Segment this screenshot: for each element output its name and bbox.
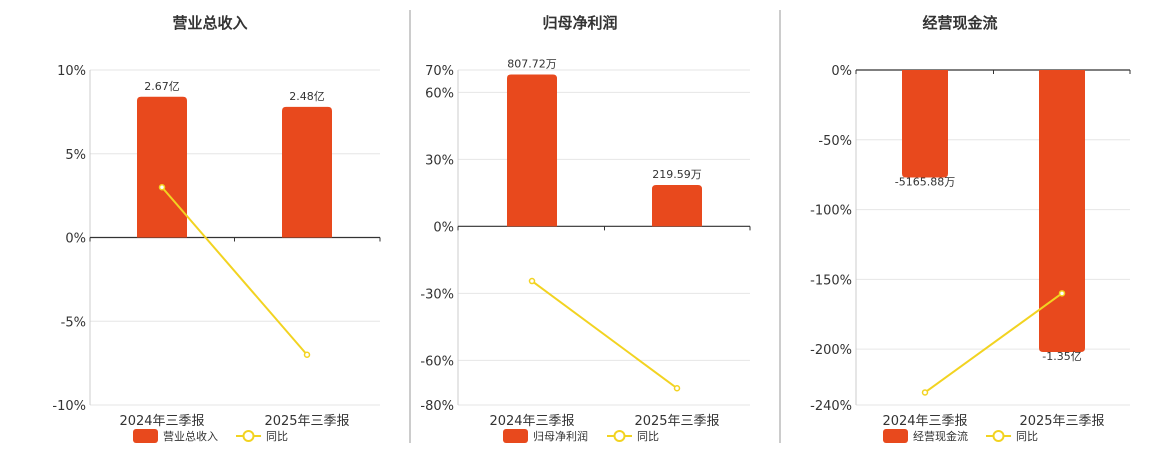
y-tick-label: 0% bbox=[433, 220, 454, 235]
y-tick-label: -80% bbox=[420, 399, 454, 414]
legend-bar-swatch bbox=[883, 429, 908, 443]
legend-bar-label: 经营现金流 bbox=[913, 429, 968, 443]
y-tick-label: -5% bbox=[61, 315, 86, 330]
legend-bar-label: 归母净利润 bbox=[533, 429, 588, 443]
bar-data-label: 219.59万 bbox=[652, 168, 702, 181]
yoy-line bbox=[924, 292, 1063, 394]
bar bbox=[902, 70, 948, 178]
legend-line-label: 同比 bbox=[1016, 430, 1038, 443]
chart-title: 归母净利润 bbox=[542, 14, 617, 32]
y-tick-label: 0% bbox=[831, 64, 852, 79]
legend-line-label: 同比 bbox=[266, 430, 288, 443]
bar bbox=[507, 74, 557, 227]
y-tick-label: 5% bbox=[65, 148, 86, 163]
x-tick-label: 2025年三季报 bbox=[1019, 414, 1104, 429]
bar-data-label: -1.35亿 bbox=[1042, 350, 1081, 363]
bar-data-label: 2.48亿 bbox=[289, 90, 325, 103]
y-tick-label: 60% bbox=[425, 86, 454, 101]
chart-panel-2: 归母净利润 70% 60% 30% 0% -30% -60% -80% 807.72万 219.5… bbox=[420, 14, 751, 443]
y-tick-label: -150% bbox=[810, 273, 852, 288]
y-tick-label: -30% bbox=[420, 287, 454, 302]
yoy-point bbox=[303, 351, 311, 358]
legend-line-marker bbox=[992, 430, 1005, 442]
legend-bar-swatch bbox=[503, 429, 528, 443]
bar bbox=[282, 106, 332, 238]
y-tick-label: -10% bbox=[52, 399, 86, 414]
bar-data-label: 2.67亿 bbox=[144, 80, 180, 93]
chart-title: 经营现金流 bbox=[922, 14, 997, 32]
y-tick-label: 10% bbox=[57, 64, 86, 79]
y-tick-label: -240% bbox=[810, 399, 852, 414]
y-tick-label: -60% bbox=[420, 354, 454, 369]
bar bbox=[137, 96, 187, 238]
y-tick-label: 30% bbox=[425, 153, 454, 168]
bar-data-label: 807.72万 bbox=[507, 57, 557, 70]
yoy-point bbox=[673, 385, 681, 392]
yoy-line bbox=[531, 280, 678, 390]
x-tick-label: 2024年三季报 bbox=[489, 414, 574, 429]
yoy-point bbox=[1058, 290, 1066, 297]
bar bbox=[1039, 70, 1085, 352]
y-tick-label: 0% bbox=[65, 232, 86, 247]
legend-bar-label: 营业总收入 bbox=[163, 429, 218, 443]
yoy-point bbox=[921, 389, 929, 396]
bar-data-label: -5165.88万 bbox=[895, 175, 955, 188]
chart-panel-1: 营业总收入 10% 5% 0% -5% -10% 2.67亿 2.48亿 2024年三季报 202… bbox=[52, 14, 381, 443]
chart-title: 营业总收入 bbox=[172, 14, 247, 32]
legend-bar-swatch bbox=[133, 429, 158, 443]
y-tick-label: -100% bbox=[810, 204, 852, 219]
bar bbox=[652, 185, 702, 227]
x-tick-label: 2024年三季报 bbox=[882, 414, 967, 429]
yoy-point bbox=[528, 277, 536, 285]
y-tick-label: 70% bbox=[425, 64, 454, 79]
legend-line-marker bbox=[613, 430, 626, 442]
x-tick-label: 2025年三季报 bbox=[634, 414, 719, 429]
y-tick-label: -50% bbox=[818, 134, 852, 149]
x-tick-label: 2024年三季报 bbox=[119, 414, 204, 429]
yoy-point bbox=[158, 184, 166, 191]
x-tick-label: 2025年三季报 bbox=[264, 414, 349, 429]
legend-line-label: 同比 bbox=[637, 430, 659, 443]
legend-line-marker bbox=[242, 430, 255, 442]
y-tick-label: -200% bbox=[810, 343, 852, 358]
chart-panel-3: 经营现金流 0% -50% -100% -150% -200% -240% -5165.88万… bbox=[810, 14, 1131, 443]
yoy-line bbox=[161, 186, 308, 356]
